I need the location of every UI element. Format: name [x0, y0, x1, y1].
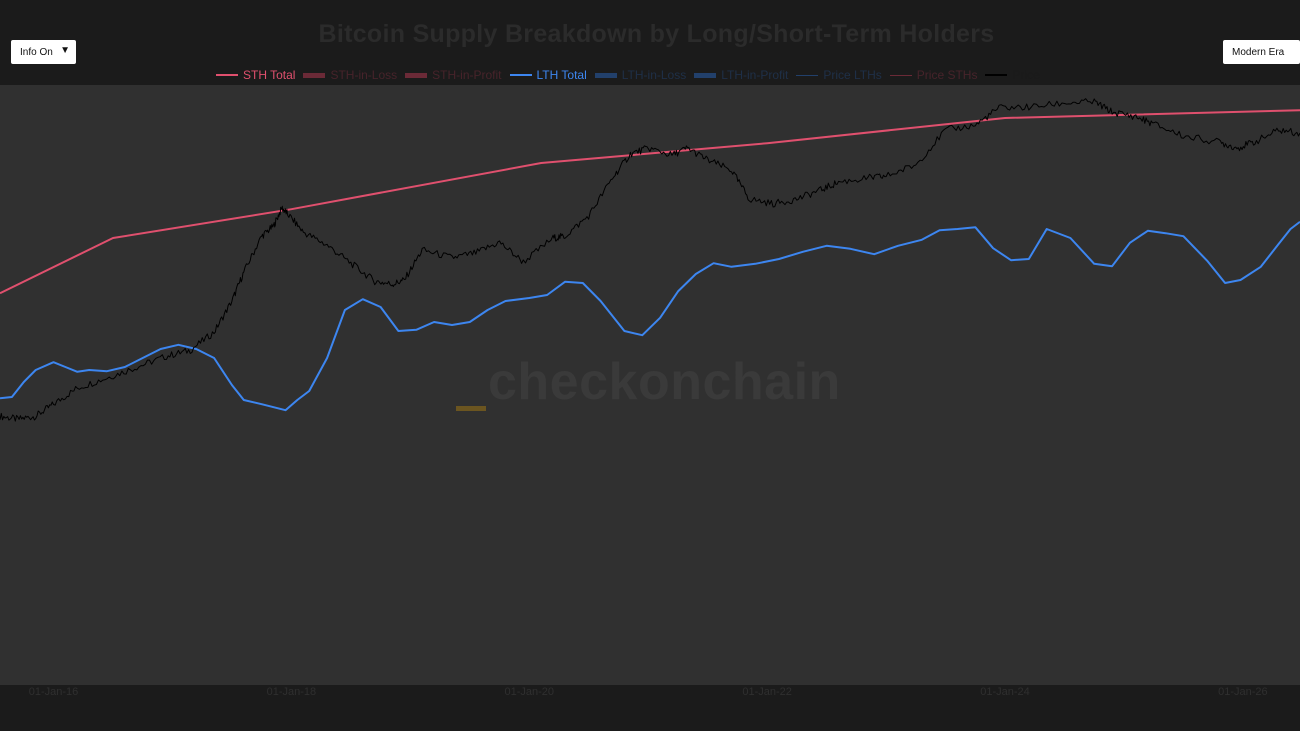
legend-item-sth-total[interactable]: STH Total	[216, 68, 295, 82]
x-tick-label: 01-Jan-26	[1218, 686, 1268, 698]
legend-item-price-sths[interactable]: Price STHs	[889, 68, 978, 82]
x-tick-label: 01-Jan-24	[980, 686, 1030, 698]
x-tick-label: 01-Jan-22	[742, 686, 792, 698]
legend-item-lth-in-profit[interactable]: LTH-in-Profit	[694, 68, 788, 82]
series-line-lth-total	[0, 221, 1300, 412]
series-line-price	[0, 98, 1300, 422]
dropdown-arrow-icon: ▼	[60, 45, 70, 56]
plot-area	[0, 85, 1300, 685]
info-toggle-dropdown[interactable]: Info On ▼	[11, 40, 76, 64]
legend-swatch	[216, 74, 238, 76]
legend-label: STH Total	[243, 68, 296, 82]
info-toggle-label: Info On	[20, 46, 53, 58]
legend-label: STH-in-Loss	[330, 68, 398, 82]
legend-swatch	[985, 74, 1008, 76]
legend-label: LTH-in-Loss	[621, 68, 687, 82]
watermark-logo-bar	[456, 406, 486, 411]
era-select-button[interactable]: Modern Era	[1223, 40, 1300, 64]
legend-label: LTH Total	[536, 68, 587, 82]
legend-item-lth-total[interactable]: LTH Total	[509, 68, 587, 82]
legend-item-sth-in-profit[interactable]: STH-in-Profit	[405, 68, 502, 82]
legend-swatch	[509, 74, 532, 76]
legend-item-price[interactable]: Price	[985, 68, 1040, 82]
chart-legend: STH Total STH-in-Loss STH-in-Profit LTH Tot…	[216, 67, 1048, 83]
legend-swatch	[405, 72, 428, 78]
legend-swatch	[796, 74, 819, 76]
legend-label: STH-in-Profit	[432, 68, 502, 82]
legend-item-lth-in-loss[interactable]: LTH-in-Loss	[594, 68, 687, 82]
legend-label: Price	[1012, 68, 1040, 82]
legend-swatch	[694, 72, 717, 78]
watermark-text: checkonchain	[488, 353, 841, 411]
x-tick-label: 01-Jan-20	[504, 686, 555, 698]
legend-item-sth-in-loss[interactable]: STH-in-Loss	[303, 68, 397, 82]
legend-swatch	[303, 72, 326, 78]
legend-item-price-lths[interactable]: Price LTHs	[796, 68, 882, 82]
x-tick-label: 01-Jan-16	[28, 686, 79, 698]
legend-label: Price LTHs	[823, 68, 882, 82]
chart-title: Bitcoin Supply Breakdown by Long/Short-T…	[318, 20, 995, 48]
x-tick-label: 01-Jan-18	[266, 686, 317, 698]
legend-swatch	[594, 72, 617, 78]
legend-swatch	[889, 74, 912, 76]
legend-label: LTH-in-Profit	[721, 68, 789, 82]
legend-label: Price STHs	[916, 68, 978, 82]
series-line-sth-total	[0, 109, 1300, 295]
era-select-label: Modern Era	[1232, 46, 1285, 58]
